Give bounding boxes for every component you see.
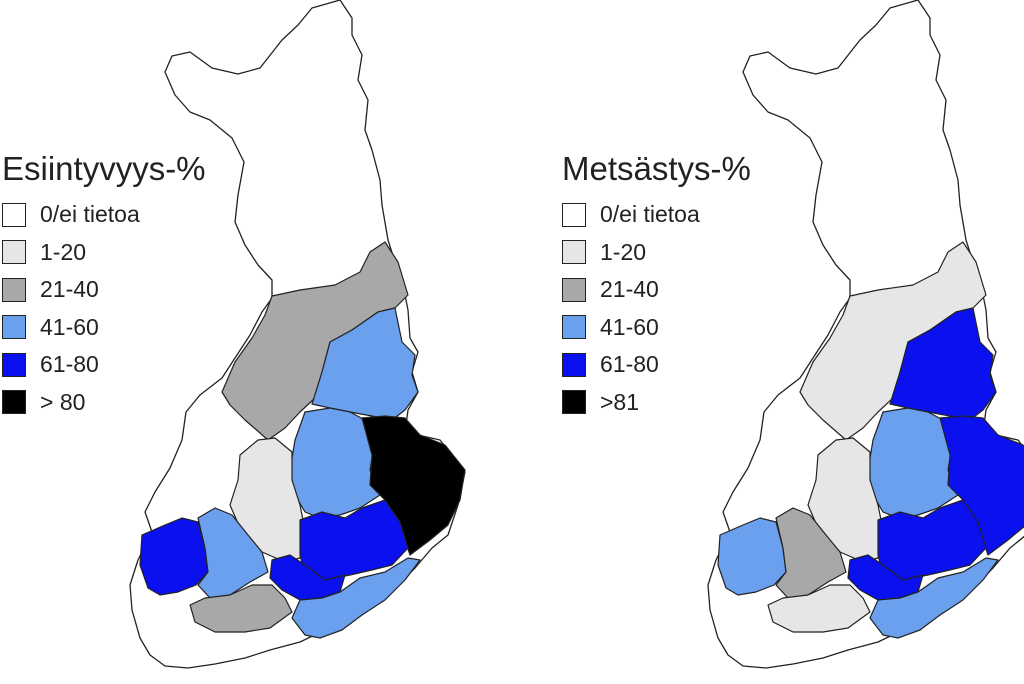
legend-item: 41-60 [2,309,206,347]
legend-title: Metsästys-% [562,150,751,187]
legend-label: 0/ei tietoa [600,201,700,228]
legend-item: 1-20 [2,234,206,272]
legend-item: 0/ei tietoa [562,196,751,234]
legend-swatch [562,202,586,227]
region-north-karelia [939,415,1024,556]
legend-swatch [562,240,586,265]
legend-swatch [562,277,586,302]
region-kainuu [311,307,419,421]
legend-metsastys: Metsästys-% 0/ei tietoa 1-20 21-40 41-60 61-… [562,150,751,421]
region-pirkanmaa [775,507,847,599]
legend-swatch [2,390,26,415]
legend-label: 41-60 [600,313,659,340]
legend-swatch [2,202,26,227]
legend-title: Esiintyvyys-% [2,150,206,187]
legend-label: 61-80 [600,351,659,378]
region-hame [767,584,871,633]
legend-items: 0/ei tietoa 1-20 21-40 41-60 61-80 > 80 [2,196,206,421]
region-uusimaa-east [869,557,999,639]
legend-label: 21-40 [40,276,99,303]
legend-label: 41-60 [40,313,99,340]
legend-item: 21-40 [562,271,751,309]
legend-item: 1-20 [562,234,751,272]
legend-swatch [562,390,586,415]
legend-swatch [2,240,26,265]
legend-items: 0/ei tietoa 1-20 21-40 41-60 61-80 >81 [562,196,751,421]
legend-item: >81 [562,384,751,422]
legend-swatch [562,315,586,340]
region-satakunta [717,517,787,596]
legend-item: 61-80 [2,346,206,384]
legend-label: > 80 [40,388,86,415]
map-esiintyvyys [129,0,466,669]
legend-esiintyvyys: Esiintyvyys-% 0/ei tietoa 1-20 21-40 41-60 6… [2,150,206,421]
legend-item: 61-80 [562,346,751,384]
legend-label: 1-20 [40,238,87,265]
legend-swatch [2,277,26,302]
legend-label: >81 [600,388,640,415]
legend-swatch [2,352,26,377]
region-uusimaa-east [291,557,421,639]
legend-item: 0/ei tietoa [2,196,206,234]
legend-item: > 80 [2,384,206,422]
legend-swatch [2,315,26,340]
legend-label: 1-20 [600,238,647,265]
legend-item: 21-40 [2,271,206,309]
legend-item: 41-60 [562,309,751,347]
region-pirkanmaa [197,507,269,599]
region-north-karelia [361,415,466,556]
region-kainuu [889,307,997,421]
legend-swatch [562,352,586,377]
legend-label: 21-40 [600,276,659,303]
legend-label: 0/ei tietoa [40,201,140,228]
region-satakunta [139,517,209,596]
map-metsastys [707,0,1024,669]
region-hame [189,584,293,633]
legend-label: 61-80 [40,351,99,378]
